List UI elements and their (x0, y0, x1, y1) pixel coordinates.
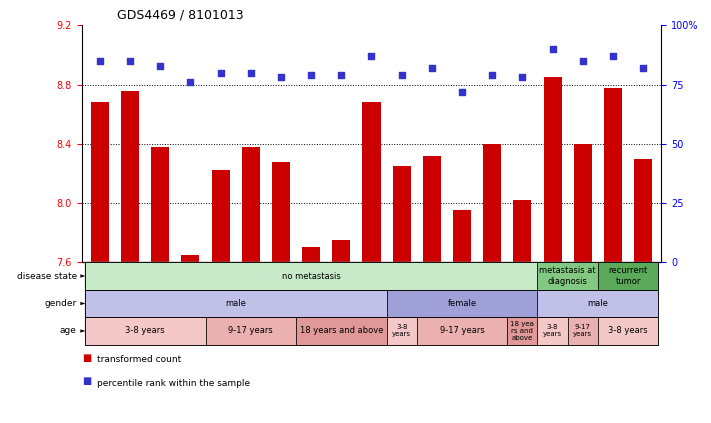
Bar (181, 255, 200, 262)
Point (336, 72, 347, 79)
Text: age: age (60, 327, 77, 335)
Bar (453, 210, 471, 262)
Bar (212, 170, 230, 262)
Point (245, 69, 257, 76)
Bar (423, 156, 441, 262)
Point (607, 53, 619, 60)
Text: ■: ■ (82, 376, 91, 387)
Text: 18 yea
rs and
above: 18 yea rs and above (510, 321, 535, 341)
Point (547, 46, 558, 52)
Bar (272, 162, 290, 262)
Text: percentile rank within the sample: percentile rank within the sample (97, 379, 250, 387)
Bar (151, 147, 169, 262)
Point (517, 74, 528, 81)
Text: 3-8
years: 3-8 years (392, 324, 411, 338)
Point (486, 72, 498, 79)
Bar (91, 102, 109, 262)
Bar (574, 144, 592, 262)
Text: 3-8
years: 3-8 years (543, 324, 562, 338)
Text: ■: ■ (82, 353, 91, 363)
Point (275, 74, 287, 81)
Bar (363, 102, 380, 262)
Point (426, 65, 437, 71)
Text: male: male (587, 299, 609, 308)
Bar (634, 159, 652, 262)
Text: male: male (225, 299, 246, 308)
Text: metastasis at
diagnosis: metastasis at diagnosis (540, 266, 596, 286)
Point (638, 65, 649, 71)
Point (306, 72, 317, 79)
Text: 9-17 years: 9-17 years (228, 327, 273, 335)
Point (94, 58, 105, 64)
Text: gender: gender (45, 299, 77, 308)
Point (215, 69, 226, 76)
Text: 3-8 years: 3-8 years (608, 327, 648, 335)
Point (365, 53, 377, 60)
Point (396, 72, 407, 79)
Bar (513, 200, 531, 262)
Bar (392, 166, 411, 262)
Bar (302, 247, 320, 262)
Bar (121, 91, 139, 262)
Text: 9-17
years: 9-17 years (573, 324, 592, 338)
Text: 18 years and above: 18 years and above (299, 327, 383, 335)
Text: female: female (447, 299, 476, 308)
Bar (543, 77, 562, 262)
Point (456, 88, 468, 95)
Bar (483, 144, 501, 262)
Bar (332, 240, 351, 262)
Text: disease state: disease state (16, 272, 77, 280)
Bar (604, 88, 622, 262)
Text: GDS4469 / 8101013: GDS4469 / 8101013 (117, 8, 244, 21)
Text: transformed count: transformed count (97, 355, 181, 364)
Bar (242, 147, 260, 262)
Text: no metastasis: no metastasis (282, 272, 341, 280)
Text: recurrent
tumor: recurrent tumor (609, 266, 648, 286)
Point (185, 79, 196, 85)
Point (577, 58, 589, 64)
Point (154, 62, 166, 69)
Point (124, 58, 136, 64)
Text: 9-17 years: 9-17 years (439, 327, 484, 335)
Text: 3-8 years: 3-8 years (125, 327, 165, 335)
